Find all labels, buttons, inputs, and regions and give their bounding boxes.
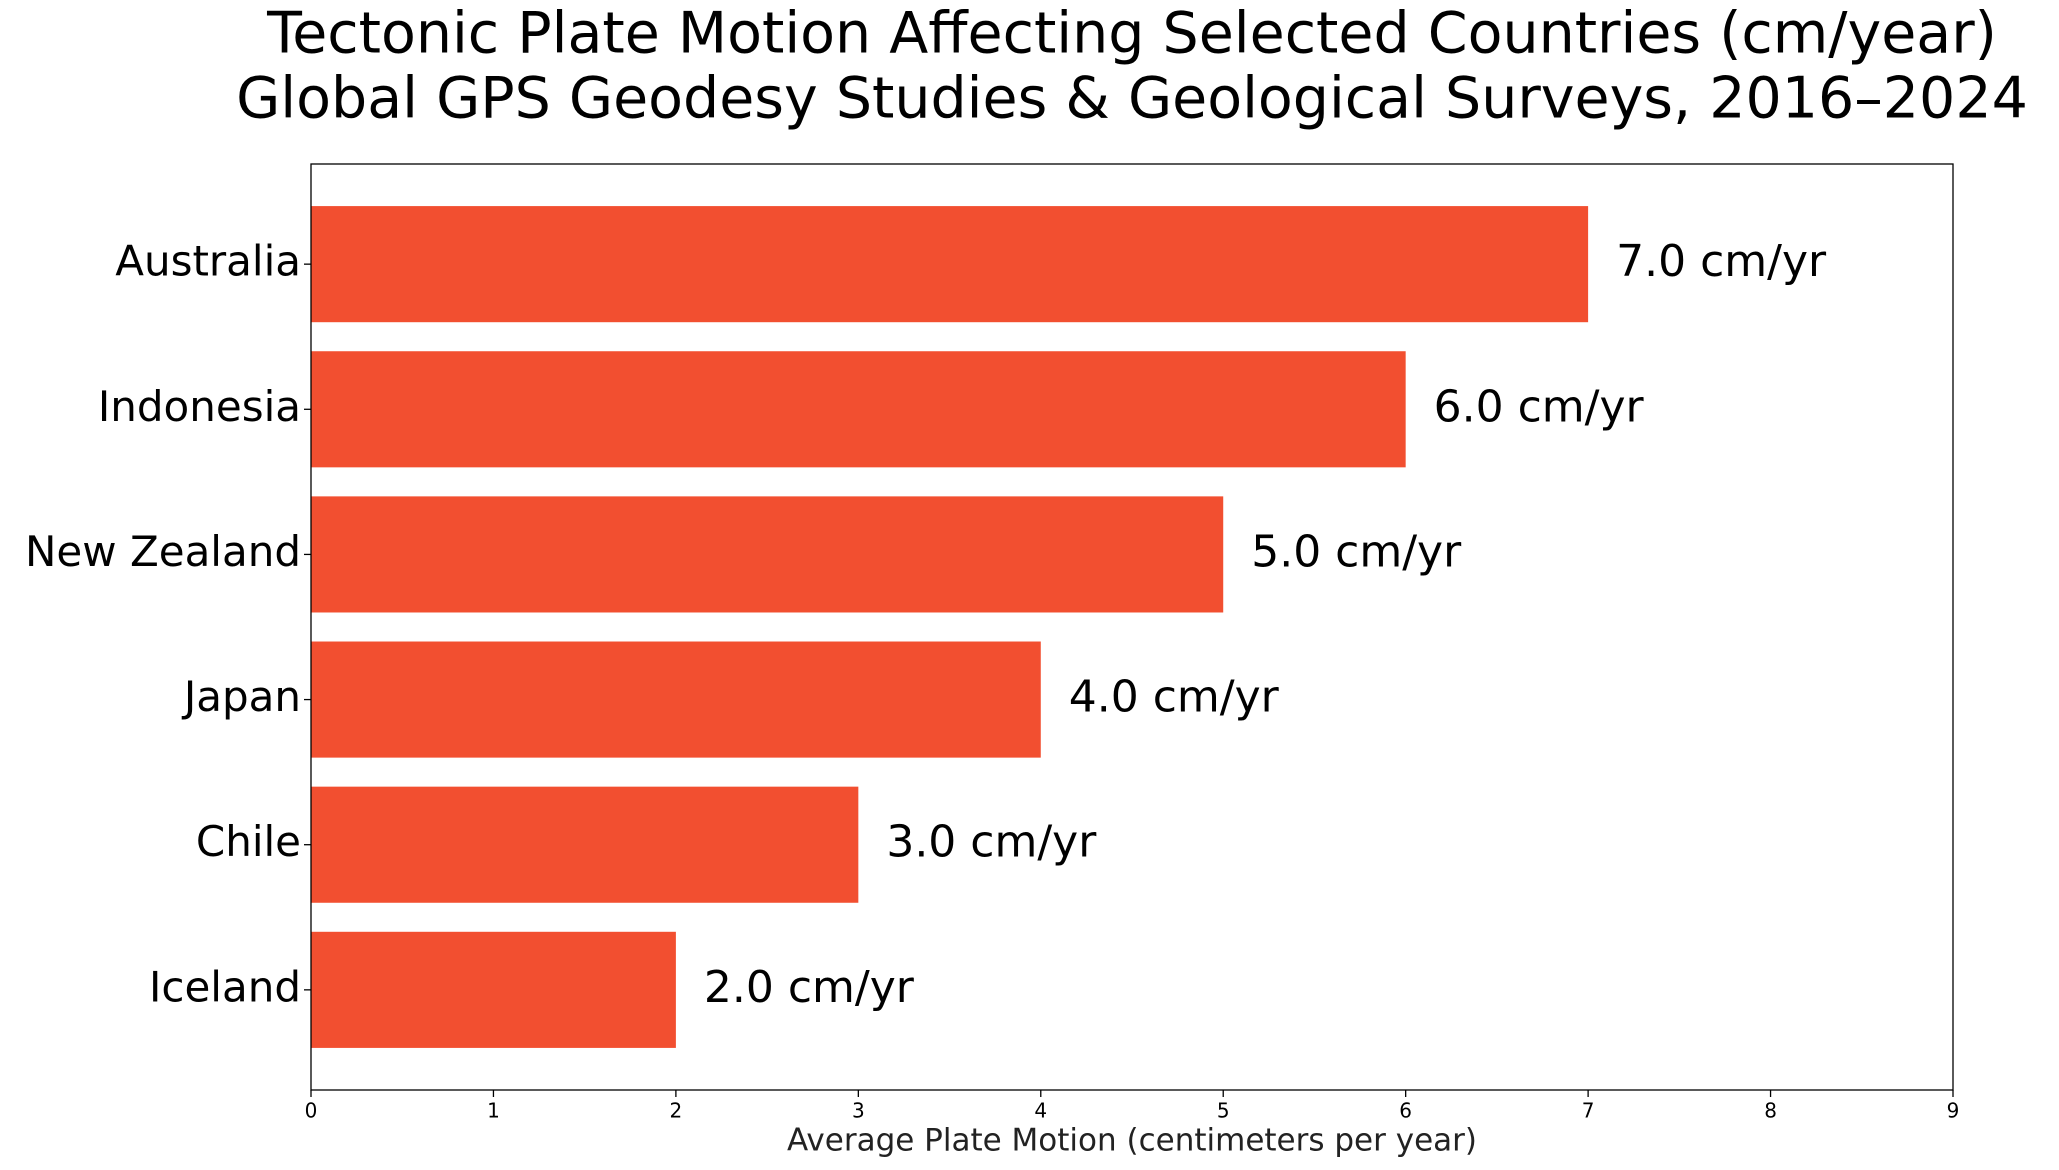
bar [311, 496, 1224, 613]
chart-subtitle: Global GPS Geodesy Studies & Geological … [236, 66, 2028, 132]
bar [311, 931, 676, 1048]
bar [311, 351, 1406, 468]
x-tick-label: 9 [1947, 1099, 1960, 1123]
value-label: 2.0 cm/yr [704, 962, 915, 1013]
y-tick-label: Chile [196, 817, 301, 866]
value-label: 3.0 cm/yr [886, 817, 1097, 868]
x-tick-label: 5 [1217, 1099, 1230, 1123]
x-tick-label: 8 [1764, 1099, 1777, 1123]
x-tick-label: 1 [487, 1099, 500, 1123]
chart-title: Tectonic Plate Motion Affecting Selected… [266, 1, 1997, 67]
x-tick-label: 7 [1582, 1099, 1595, 1123]
value-label: 7.0 cm/yr [1616, 236, 1827, 287]
value-label: 6.0 cm/yr [1434, 381, 1645, 432]
plot-frame [310, 163, 1954, 1091]
y-tick-label: Australia [115, 237, 301, 286]
y-tick-label: Japan [181, 672, 301, 721]
x-tick-label: 2 [670, 1099, 683, 1123]
x-tick-label: 4 [1034, 1099, 1047, 1123]
value-label: 4.0 cm/yr [1069, 672, 1280, 723]
bar [311, 206, 1589, 323]
x-tick-label: 3 [852, 1099, 865, 1123]
x-tick-label: 6 [1399, 1099, 1412, 1123]
x-axis-label: Average Plate Motion (centimeters per ye… [787, 1123, 1477, 1159]
y-tick-label: New Zealand [25, 527, 301, 576]
y-tick-label: Iceland [149, 962, 301, 1011]
y-tick-label: Indonesia [98, 382, 301, 431]
x-tick-label: 0 [305, 1099, 318, 1123]
bar [311, 786, 859, 903]
bar [311, 641, 1041, 758]
value-label: 5.0 cm/yr [1251, 526, 1462, 577]
